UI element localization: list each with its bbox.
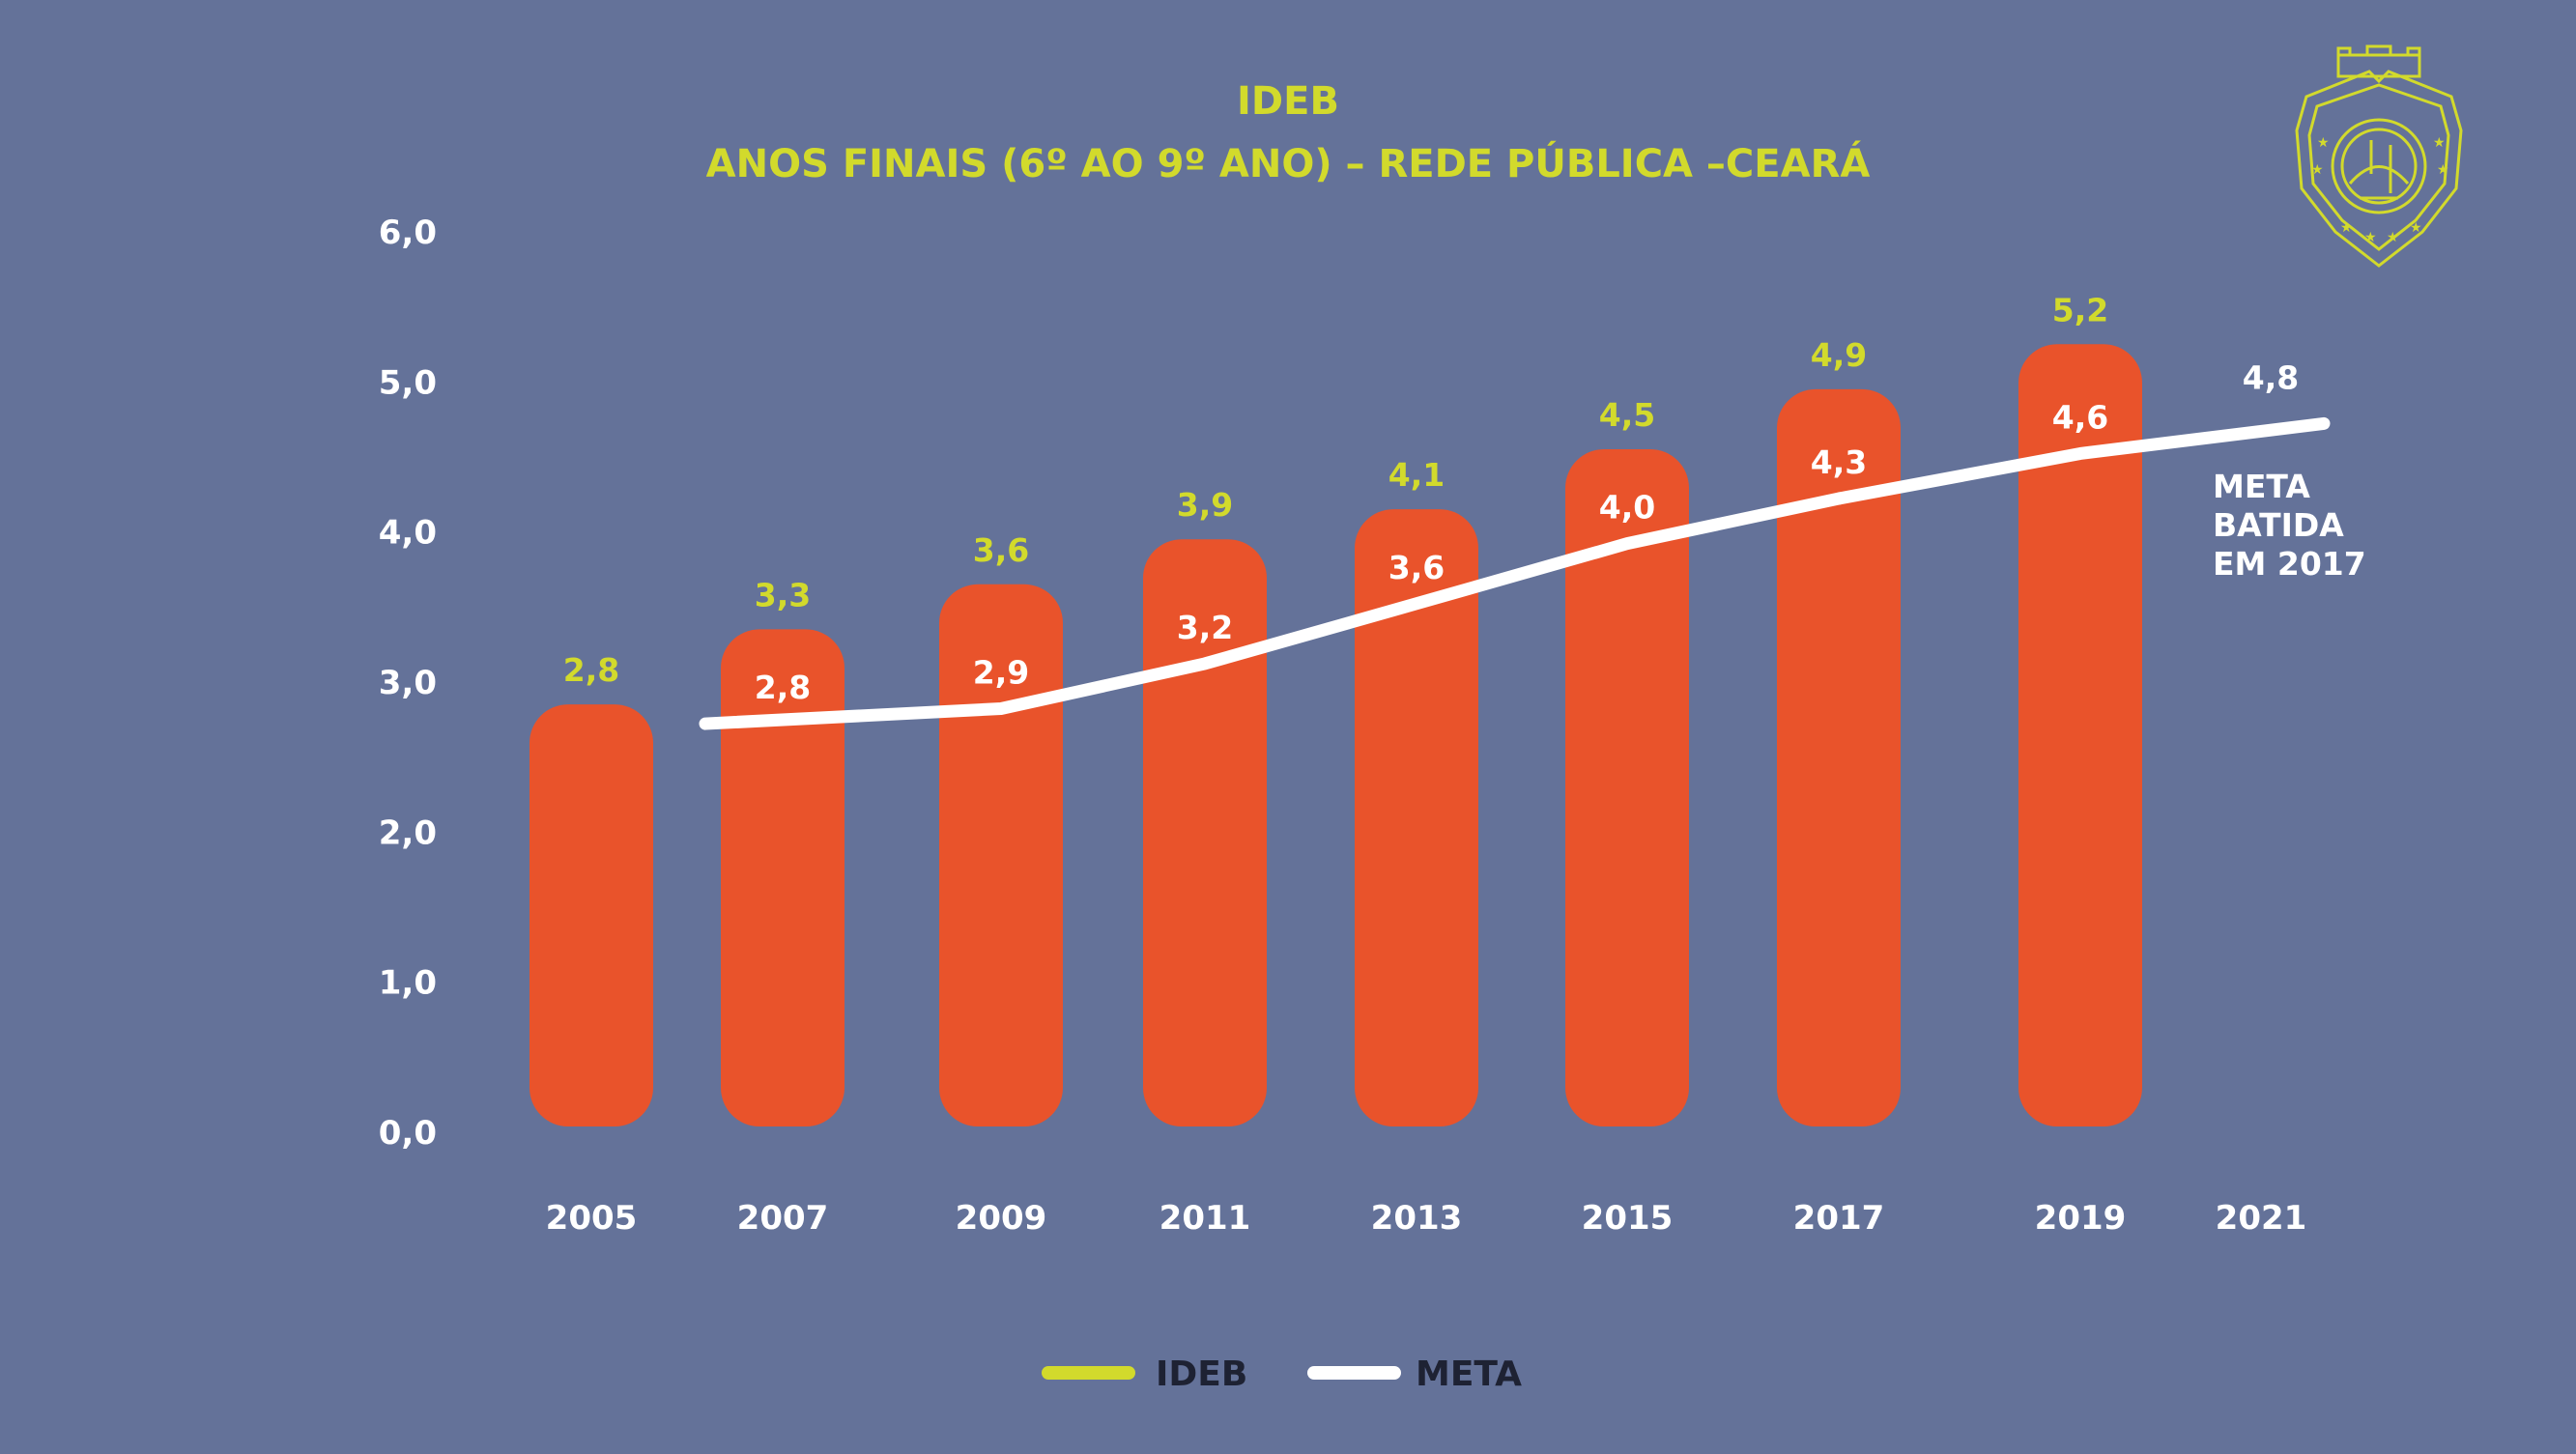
- y-axis-ticks: 0,0 1,0 2,0 3,0 4,0 5,0 6,0: [379, 214, 437, 1153]
- x-tick-label: 2009: [956, 1199, 1047, 1238]
- meta-value-label: 2,9: [973, 654, 1029, 692]
- ideb-bar: [2018, 344, 2142, 1126]
- ideb-value-label: 3,9: [1177, 486, 1233, 524]
- svg-text:★: ★: [2433, 135, 2446, 151]
- ideb-value-label: 2,8: [563, 651, 619, 689]
- meta-value-label: 2,8: [755, 669, 811, 706]
- y-tick-label: 1,0: [379, 964, 437, 1003]
- ideb-value-label: 4,9: [1811, 336, 1867, 374]
- ideb-bar: [721, 629, 844, 1126]
- ideb-value-label: 3,3: [755, 576, 811, 613]
- y-tick-label: 4,0: [379, 514, 437, 553]
- legend-label-ideb: IDEB: [1156, 1354, 1247, 1394]
- meta-value-label: 3,6: [1388, 549, 1445, 586]
- legend: IDEB META: [1042, 1354, 1522, 1394]
- ideb-bars: [530, 344, 2142, 1126]
- chart-subtitle: ANOS FINAIS (6º AO 9º ANO) – REDE PÚBLIC…: [706, 140, 1871, 186]
- meta-batida-annotation: META BATIDA EM 2017: [2213, 468, 2366, 583]
- meta-value-label: 4,3: [1811, 443, 1867, 481]
- x-tick-label: 2013: [1371, 1199, 1463, 1238]
- svg-text:★: ★: [2317, 135, 2330, 151]
- ideb-bar: [1565, 449, 1689, 1126]
- ideb-bar: [1777, 388, 1901, 1126]
- x-axis-ticks: 2005 2007 2009 2011 2013 2015 2017 2019 2021: [546, 1199, 2307, 1238]
- x-tick-label: 2015: [1582, 1199, 1674, 1238]
- x-tick-label: 2017: [1793, 1199, 1885, 1238]
- ideb-value-label: 4,1: [1388, 456, 1445, 494]
- ideb-value-label: 5,2: [2052, 291, 2108, 328]
- ideb-bar: [939, 584, 1063, 1126]
- legend-label-meta: META: [1416, 1354, 1522, 1394]
- svg-text:★: ★: [2437, 162, 2449, 178]
- chart-title: IDEB: [1237, 79, 1339, 124]
- y-tick-label: 6,0: [379, 214, 437, 252]
- svg-text:★: ★: [2364, 230, 2377, 245]
- ideb-value-label: 3,6: [973, 531, 1029, 569]
- meta-value-label: 3,2: [1177, 609, 1233, 646]
- x-tick-label: 2011: [1159, 1199, 1251, 1238]
- meta-value-label: 4,0: [1599, 489, 1655, 527]
- meta-line: [699, 416, 2331, 730]
- svg-text:★: ★: [2387, 230, 2399, 245]
- meta-value-label: 4,6: [2052, 398, 2108, 436]
- ideb-value-label: 4,5: [1599, 396, 1655, 434]
- x-tick-label: 2021: [2216, 1199, 2307, 1238]
- ceara-coat-of-arms-icon: ★ ★ ★ ★ ★ ★ ★ ★: [2295, 44, 2463, 268]
- y-tick-label: 5,0: [379, 363, 437, 402]
- y-tick-label: 2,0: [379, 813, 437, 852]
- x-tick-label: 2007: [737, 1199, 829, 1238]
- x-tick-label: 2005: [546, 1199, 638, 1238]
- meta-value-label: 4,8: [2243, 358, 2299, 396]
- ideb-bar: [530, 704, 653, 1126]
- y-tick-label: 3,0: [379, 664, 437, 702]
- svg-text:★: ★: [2410, 220, 2422, 236]
- svg-text:★: ★: [2311, 162, 2324, 178]
- ideb-bar: [1355, 509, 1478, 1126]
- data-labels: 2,8 3,3 3,6 3,9 4,1 4,5 4,9 5,2 2,8 2,9 3,2 3,6 4,0 4…: [563, 291, 2299, 706]
- meta-line-series: [699, 416, 2331, 730]
- svg-text:★: ★: [2340, 220, 2353, 236]
- y-tick-label: 0,0: [379, 1114, 437, 1153]
- ideb-bar: [1143, 539, 1267, 1126]
- x-tick-label: 2019: [2035, 1199, 2127, 1238]
